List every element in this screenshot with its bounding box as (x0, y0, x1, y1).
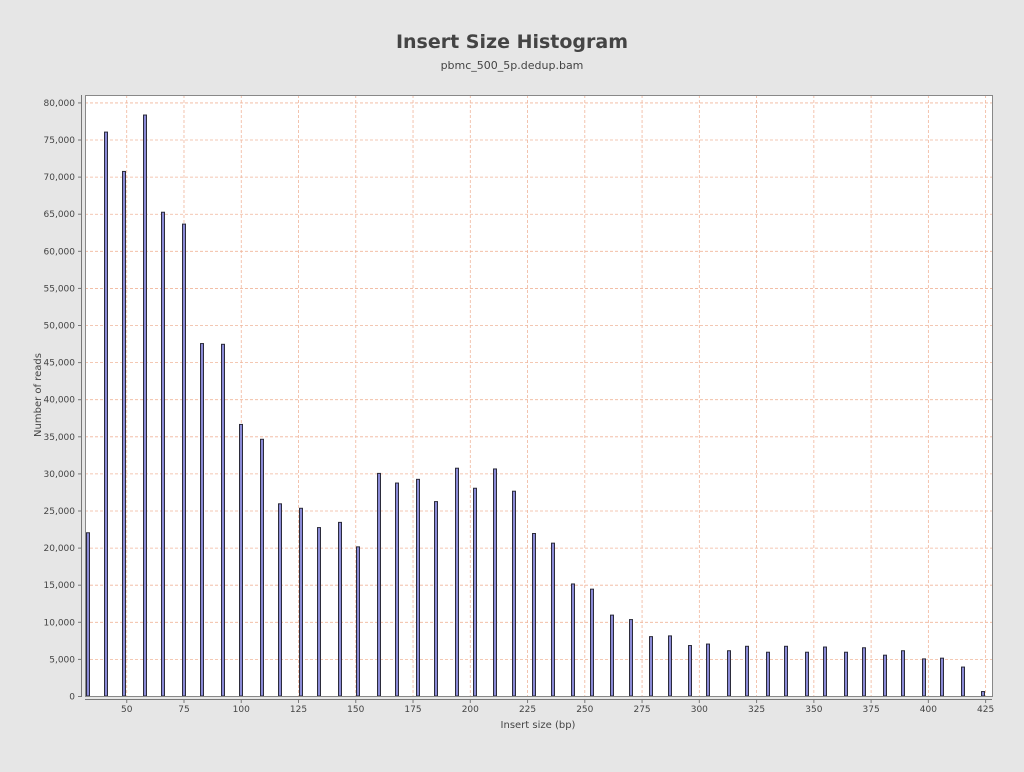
x-tick-label: 300 (691, 705, 708, 715)
y-tick-label: 70,000 (44, 173, 76, 183)
histogram-bar (844, 651, 848, 697)
histogram-bar (961, 666, 965, 697)
y-tick-label: 50,000 (44, 322, 76, 332)
y-tick-label: 30,000 (44, 470, 76, 480)
histogram-bar (766, 651, 770, 697)
histogram-bar (706, 643, 710, 697)
histogram-bar (512, 490, 516, 697)
histogram-bar (862, 647, 866, 697)
histogram-bar (317, 527, 321, 697)
histogram-bar (610, 614, 614, 697)
histogram-bar (590, 588, 594, 697)
x-tick-label: 325 (748, 705, 765, 715)
histogram-bar (981, 691, 985, 697)
x-tick-label: 225 (519, 705, 536, 715)
y-tick-label: 75,000 (44, 136, 76, 146)
histogram-bar (551, 542, 555, 697)
histogram-bar (823, 646, 827, 697)
histogram-bar (221, 343, 225, 697)
x-tick-label: 350 (805, 705, 822, 715)
x-tick-label: 125 (290, 705, 307, 715)
histogram-bar (104, 131, 108, 697)
histogram-bar (629, 619, 633, 697)
x-tick-label: 100 (233, 705, 250, 715)
x-tick-label: 400 (920, 705, 937, 715)
histogram-bar (727, 650, 731, 697)
histogram-bar (688, 645, 692, 697)
histogram-bar (649, 636, 653, 697)
histogram-bar (278, 503, 282, 697)
chart-title: Insert Size Histogram (396, 31, 628, 53)
histogram-bar (668, 635, 672, 697)
histogram-bar (122, 170, 126, 697)
y-tick-label: 65,000 (44, 210, 76, 220)
histogram-bar (940, 657, 944, 697)
x-tick-label: 200 (462, 705, 479, 715)
histogram-bar (143, 114, 147, 697)
histogram-bar (377, 472, 381, 697)
x-tick-label: 50 (121, 705, 133, 715)
chart-subtitle: pbmc_500_5p.dedup.bam (441, 59, 584, 72)
y-tick-label: 20,000 (44, 544, 76, 554)
histogram-bar (200, 343, 204, 697)
histogram-bar (532, 533, 536, 697)
histogram-bar (901, 650, 905, 697)
y-tick-label: 15,000 (44, 581, 76, 591)
histogram-bar (416, 478, 420, 697)
plot-frame (85, 95, 993, 697)
histogram-bar (395, 482, 399, 697)
y-tick-label: 45,000 (44, 359, 76, 369)
y-tick-label: 55,000 (44, 284, 76, 294)
x-tick-label: 175 (404, 705, 421, 715)
x-tick-label: 275 (633, 705, 650, 715)
y-tick-label: 5,000 (49, 655, 75, 665)
grid-lines (85, 95, 992, 697)
y-tick-label: 0 (69, 693, 75, 703)
histogram-bar (922, 658, 926, 697)
histogram-bar (239, 423, 243, 697)
histogram-bar (805, 651, 809, 697)
histogram-bar (571, 583, 575, 697)
plot-area (85, 95, 992, 696)
y-tick-label: 40,000 (44, 396, 76, 406)
x-tick-label: 150 (347, 705, 364, 715)
histogram-bar (493, 468, 497, 697)
x-axis-ticks: 50 75 100 125 150 175 200 225 250 275 300 325 350 375… (85, 699, 994, 715)
x-tick-label: 250 (576, 705, 593, 715)
histogram-bar (260, 438, 264, 697)
y-tick-label: 60,000 (44, 247, 76, 257)
histogram-bar (338, 521, 342, 697)
histogram-bar (784, 645, 788, 697)
histogram-bar (883, 654, 887, 697)
histogram-bar (473, 487, 477, 697)
histogram-bar (86, 532, 90, 697)
histogram-bar (299, 507, 303, 697)
histogram-bar (182, 223, 186, 697)
histogram-bar (434, 501, 438, 697)
y-tick-label: 80,000 (44, 99, 76, 109)
y-axis-ticks: 0 5,000 10,000 15,000 20,000 25,000 30,000 35,0… (44, 95, 82, 703)
y-axis-label: Number of reads (33, 353, 44, 437)
x-tick-label: 375 (863, 705, 880, 715)
x-tick-label: 75 (178, 705, 189, 715)
histogram-bar (161, 211, 165, 697)
x-axis-label: Insert size (bp) (501, 720, 576, 731)
histogram-bar (455, 467, 459, 697)
y-tick-label: 35,000 (44, 433, 76, 443)
histogram-bar (745, 645, 749, 697)
y-tick-label: 10,000 (44, 618, 76, 628)
histogram-bar (356, 546, 360, 697)
x-tick-label: 425 (977, 705, 994, 715)
y-tick-label: 25,000 (44, 507, 76, 517)
